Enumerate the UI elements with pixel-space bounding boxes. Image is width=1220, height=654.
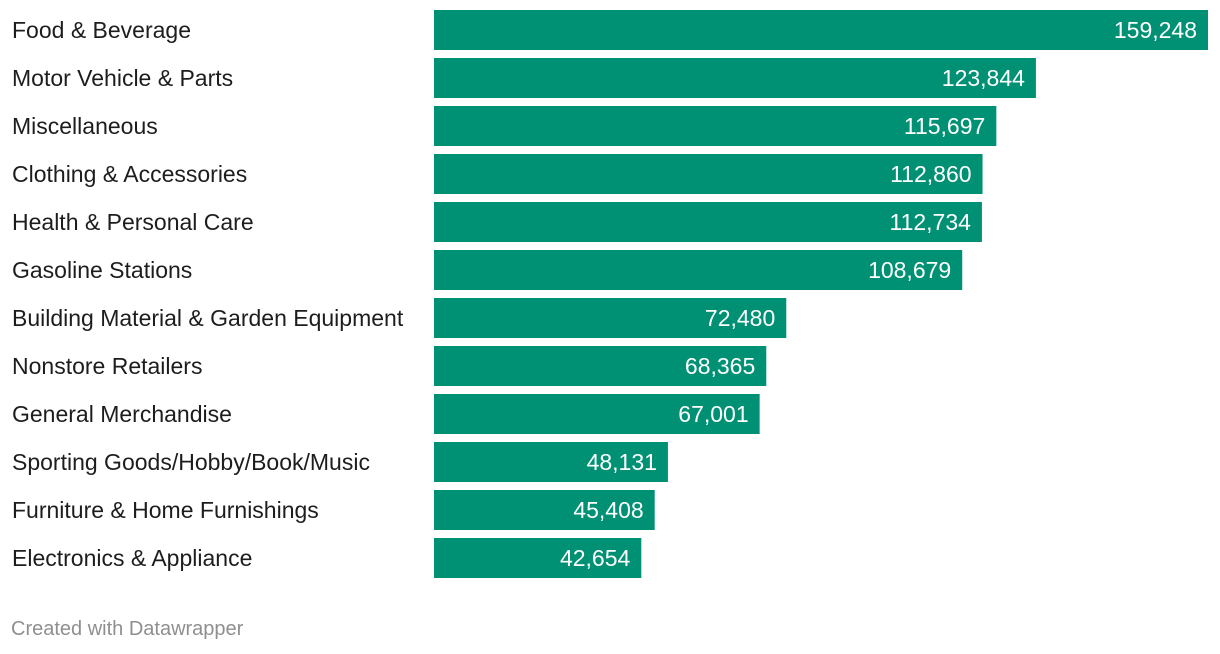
bar: [434, 490, 655, 530]
bar: [434, 394, 760, 434]
bar: [434, 298, 787, 338]
value-label: 112,734: [889, 209, 971, 235]
value-label: 45,408: [573, 497, 643, 523]
value-label: 72,480: [705, 305, 775, 331]
category-label: Health & Personal Care: [12, 209, 254, 235]
bar: [434, 442, 668, 482]
bar-row: Furniture & Home Furnishings 45,408: [12, 490, 655, 530]
value-label: 67,001: [678, 401, 748, 427]
category-label: Gasoline Stations: [12, 257, 192, 283]
bar-row: Food & Beverage 159,248: [12, 10, 1208, 50]
category-label: Motor Vehicle & Parts: [12, 65, 233, 91]
value-label: 112,860: [890, 161, 971, 187]
bar: [434, 106, 997, 146]
category-label: Sporting Goods/Hobby/Book/Music: [12, 449, 370, 475]
bar: [434, 58, 1036, 98]
bar: [434, 346, 767, 386]
value-label: 159,248: [1114, 17, 1197, 43]
category-label: Electronics & Appliance: [12, 545, 252, 571]
value-label: 68,365: [685, 353, 755, 379]
value-label: 108,679: [868, 257, 951, 283]
bar-row: Health & Personal Care 112,734: [12, 202, 982, 242]
value-label: 123,844: [942, 65, 1025, 91]
bar: [434, 250, 963, 290]
category-label: General Merchandise: [12, 401, 232, 427]
bar-row: Nonstore Retailers 68,365: [12, 346, 767, 386]
bar: [434, 538, 642, 578]
bar-row: Building Material & Garden Equipment 72,4…: [12, 298, 787, 338]
value-label: 42,654: [560, 545, 631, 571]
bar-row: Miscellaneous 115,697: [12, 106, 997, 146]
category-label: Building Material & Garden Equipment: [12, 305, 404, 331]
category-label: Miscellaneous: [12, 113, 158, 139]
value-label: 115,697: [904, 113, 985, 139]
category-label: Furniture & Home Furnishings: [12, 497, 319, 523]
bar-row: Electronics & Appliance 42,654: [12, 538, 642, 578]
bar-row: Motor Vehicle & Parts 123,844: [12, 58, 1036, 98]
bar-row: Sporting Goods/Hobby/Book/Music 48,131: [12, 442, 668, 482]
bar-row: Clothing & Accessories 112,860: [12, 154, 983, 194]
category-label: Nonstore Retailers: [12, 353, 202, 379]
bar-row: General Merchandise 67,001: [12, 394, 760, 434]
bar-chart: Food & Beverage 159,248 Motor Vehicle & Pa…: [12, 10, 1208, 578]
category-label: Clothing & Accessories: [12, 161, 247, 187]
bar: [434, 202, 982, 242]
bar-row: Gasoline Stations 108,679: [12, 250, 963, 290]
category-label: Food & Beverage: [12, 17, 191, 43]
bar: [434, 154, 983, 194]
value-label: 48,131: [587, 449, 657, 475]
credit-text: Created with Datawrapper: [11, 618, 244, 640]
bar: [434, 10, 1208, 50]
